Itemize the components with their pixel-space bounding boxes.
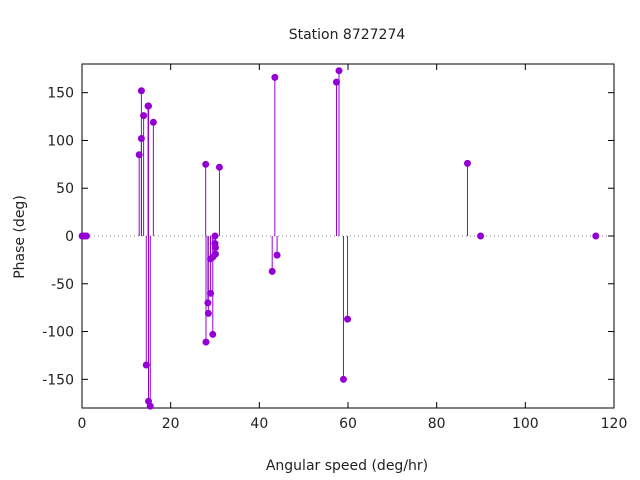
data-point <box>209 330 217 338</box>
x-tick-label: 80 <box>428 416 446 432</box>
data-point <box>149 118 157 126</box>
data-point <box>339 375 347 383</box>
y-tick-label: -100 <box>42 325 74 341</box>
x-axis-ticks: 0 20 40 60 80 100 120 <box>78 64 628 432</box>
y-tick-label: 0 <box>65 229 74 245</box>
data-point <box>211 243 219 251</box>
data-point <box>146 402 154 410</box>
data-point <box>592 232 600 240</box>
y-tick-label: 150 <box>47 86 74 102</box>
data-point <box>204 309 212 317</box>
y-tick-label: -50 <box>51 277 74 293</box>
data-point <box>211 232 219 240</box>
data-point <box>135 151 143 159</box>
data-point <box>137 87 145 95</box>
data-point <box>463 159 471 167</box>
data-point <box>271 73 279 81</box>
data-point <box>202 160 210 168</box>
data-point <box>204 299 212 307</box>
y-tick-label: -150 <box>42 372 74 388</box>
x-axis-label: Angular speed (deg/hr) <box>266 458 428 474</box>
data-point <box>335 67 343 75</box>
x-tick-label: 20 <box>162 416 180 432</box>
x-tick-label: 0 <box>78 416 87 432</box>
data-point <box>202 338 210 346</box>
y-axis-ticks: -150 -100 -50 0 50 100 150 <box>42 86 614 388</box>
data-point <box>207 289 215 297</box>
data-point <box>477 232 485 240</box>
x-tick-label: 40 <box>250 416 268 432</box>
data-point <box>332 78 340 86</box>
data-point <box>140 112 148 120</box>
point-series <box>78 67 600 410</box>
x-tick-label: 60 <box>339 416 357 432</box>
data-point <box>82 232 90 240</box>
data-point <box>145 102 152 110</box>
data-point <box>344 315 352 323</box>
impulse-series <box>138 70 468 407</box>
x-tick-label: 120 <box>601 416 628 432</box>
data-point <box>215 163 223 171</box>
y-tick-label: 50 <box>56 181 74 197</box>
data-point <box>273 251 281 259</box>
y-tick-label: 100 <box>47 133 74 149</box>
data-point <box>268 267 276 275</box>
y-axis-label: Phase (deg) <box>12 195 28 279</box>
chart-title: Station 8727274 <box>289 27 406 43</box>
data-point <box>142 361 150 369</box>
data-point <box>211 250 219 258</box>
x-tick-label: 100 <box>512 416 539 432</box>
data-point <box>137 135 145 143</box>
